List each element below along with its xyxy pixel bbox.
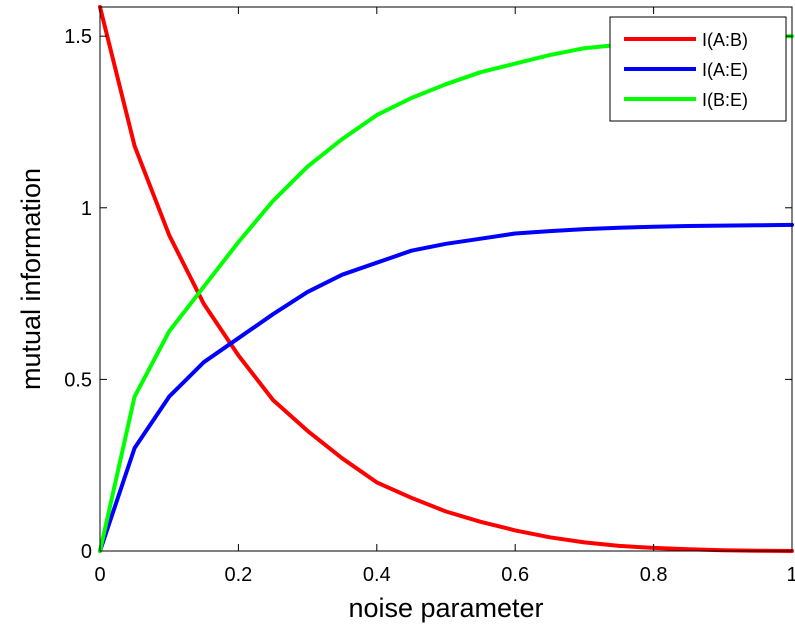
x-tick-label: 0.8	[640, 564, 668, 586]
plot-frame	[99, 6, 793, 552]
legend-label-2: I(A:E)	[702, 60, 748, 80]
ticks-layer: 0 0.2 0.4 0.6 0.8 1 0 0.5 1 1.5	[64, 7, 795, 586]
x-tick-label: 0.4	[363, 564, 391, 586]
y-tick-label: 0	[81, 541, 92, 563]
y-tick-label: 1	[81, 198, 92, 220]
series-line-1	[98, 5, 794, 553]
x-tick-label: 0.2	[224, 564, 252, 586]
y-axis-label: mutual information	[16, 168, 46, 390]
y-tick-label: 1.5	[64, 26, 92, 48]
x-axis-label: noise parameter	[348, 593, 543, 623]
x-tick-label: 1	[786, 564, 795, 586]
y-tick-label: 0.5	[64, 369, 92, 391]
legend: I(A:B) I(A:E) I(B:E)	[609, 16, 787, 122]
legend-label-3: I(B:E)	[702, 90, 748, 110]
series-line-2	[98, 222, 794, 553]
x-tick-label: 0.6	[501, 564, 529, 586]
legend-label-1: I(A:B)	[702, 30, 748, 50]
x-tick-label: 0	[94, 564, 105, 586]
